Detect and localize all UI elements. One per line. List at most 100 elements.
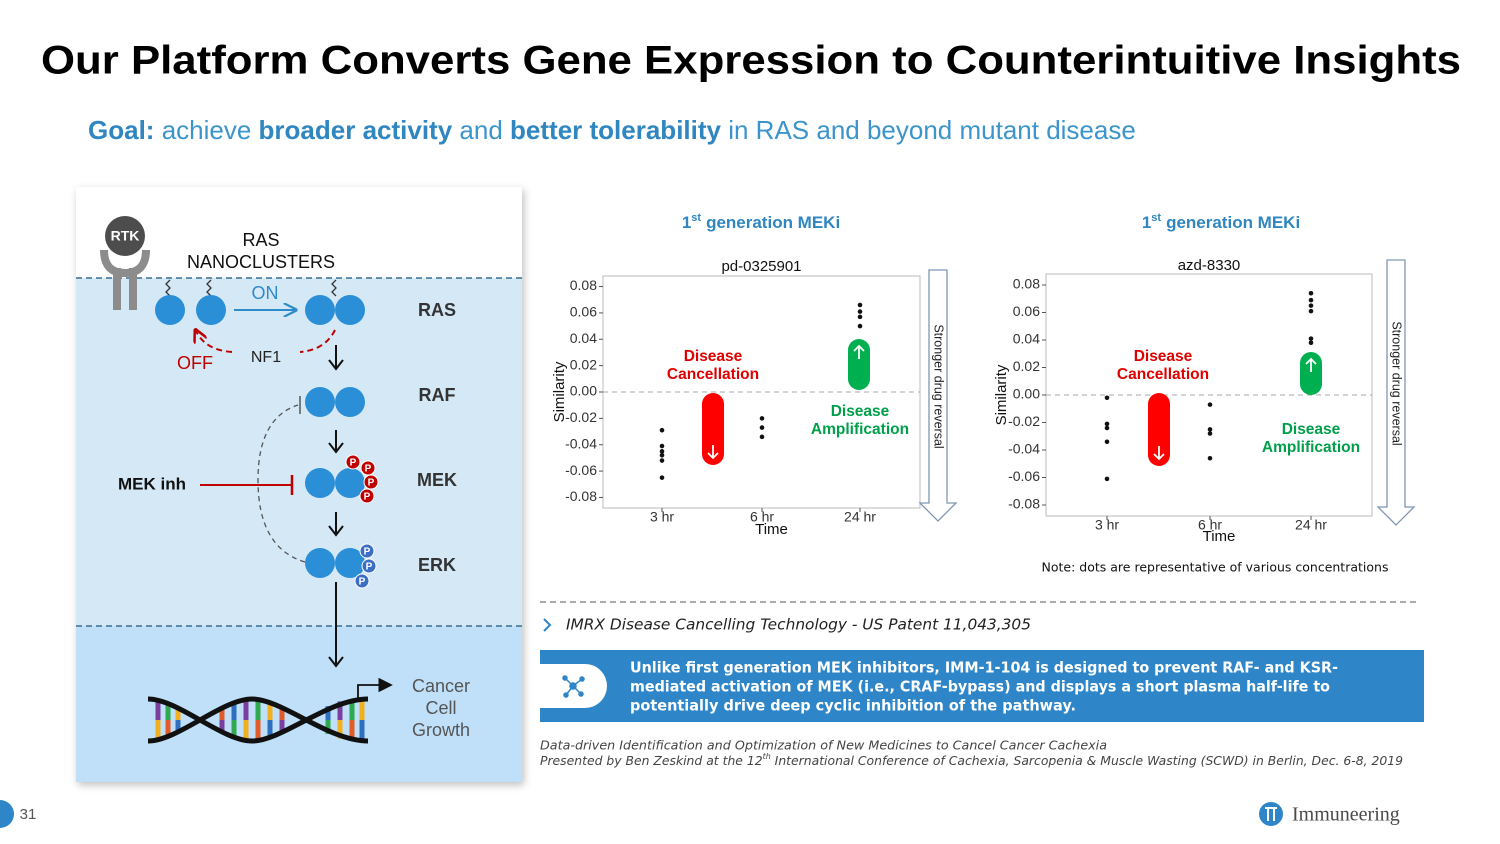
chart-title-sup: st — [1151, 212, 1161, 224]
phospho-label: P — [366, 562, 373, 573]
y-tick-label: -0.08 — [565, 488, 597, 504]
reversal-label: Stronger drug reversal — [932, 324, 946, 448]
level-label: RAS — [418, 300, 456, 320]
goal-text: and — [459, 115, 503, 145]
chart-title-sup: st — [691, 212, 701, 224]
chart-title-num: 1 — [1142, 213, 1151, 232]
y-tick-label: 0.06 — [1013, 303, 1040, 319]
callout-text: mediated activation of MEK (i.e., CRAF-b… — [630, 678, 1330, 696]
dot — [1104, 476, 1110, 482]
charts: 1st generation MEKipd-03259010.080.060.04… — [551, 212, 1416, 545]
dot — [759, 416, 765, 421]
amplification-pill — [848, 339, 870, 390]
dot — [857, 302, 863, 308]
dot — [759, 425, 765, 430]
y-tick-label: 0.08 — [1013, 276, 1040, 292]
x-axis-label: Time — [755, 521, 788, 538]
dot — [1207, 431, 1213, 436]
x-tick-label: 6 hr — [750, 509, 774, 525]
phospho-label: P — [350, 458, 357, 469]
citation-text: International Conference of Cachexia, Sa… — [771, 753, 1403, 768]
outcome-label: Growth — [412, 720, 470, 740]
dna-strand — [147, 696, 369, 744]
up-arrow — [1305, 357, 1317, 372]
dot — [1207, 427, 1213, 432]
cascade-arrows — [328, 345, 344, 668]
nucleus — [76, 626, 522, 782]
dot — [659, 475, 665, 480]
slide-title: Our Platform Converts Gene Expression to… — [41, 39, 1461, 83]
phospho-badge — [359, 488, 375, 504]
dot — [1308, 290, 1314, 296]
y-tick-label: 0.02 — [1013, 358, 1040, 374]
phospho-label: P — [364, 492, 371, 503]
phospho-label: P — [368, 478, 375, 489]
phospho-label: P — [359, 577, 366, 588]
page-number: 31 — [20, 806, 37, 823]
chart-title-text: generation MEKi — [706, 213, 840, 232]
nanocluster-label: RAS — [242, 230, 279, 250]
x-tick-label: 6 hr — [1198, 517, 1222, 533]
callout-icon — [562, 675, 585, 698]
chart-subtitle: azd-8330 — [1178, 257, 1241, 274]
y-tick-label: 0.00 — [1013, 386, 1040, 402]
receptor — [129, 268, 137, 310]
dot — [857, 309, 863, 314]
y-axis-label: Similarity — [993, 364, 1010, 425]
dot — [1308, 303, 1314, 308]
amplification-label: Amplification — [811, 421, 909, 438]
dot — [659, 443, 665, 449]
phospho-badge — [354, 573, 370, 589]
down-arrow — [707, 445, 719, 460]
citation-text: Presented by Ben Zeskind at the 12 — [540, 753, 763, 768]
up-arrow — [853, 344, 865, 359]
goal-text: in RAS and beyond mutant disease — [728, 115, 1136, 145]
cancellation-label: Disease — [1134, 348, 1193, 365]
reversal-arrow — [1376, 259, 1416, 526]
dot — [759, 434, 765, 440]
y-tick-label: 0.04 — [570, 330, 597, 346]
phospho-badge — [360, 460, 376, 476]
y-tick-label: 0.06 — [570, 304, 597, 320]
y-tick-label: -0.04 — [1008, 441, 1040, 457]
citation-sup: th — [763, 752, 771, 761]
phospho-label: P — [365, 464, 372, 475]
receptor — [113, 268, 121, 310]
nanocluster-label: NANOCLUSTERS — [187, 252, 335, 272]
patent: IMRX Disease Cancelling Technology - US … — [566, 616, 1031, 634]
y-tick-label: -0.06 — [565, 462, 597, 478]
phospho-label: P — [364, 547, 371, 558]
chevron — [543, 618, 552, 632]
callout-text: Unlike first generation MEK inhibitors, … — [630, 659, 1338, 677]
transcription-arrow — [357, 677, 393, 702]
amplification-label: Disease — [831, 403, 890, 420]
dot — [659, 458, 665, 463]
level-label: ERK — [418, 555, 456, 575]
on-label: ON — [252, 283, 279, 303]
y-tick-label: -0.08 — [1008, 496, 1040, 512]
y-tick-label: -0.06 — [1008, 468, 1040, 484]
dot — [1207, 402, 1213, 407]
callout-text: potentially drive deep cyclic inhibition… — [630, 697, 1076, 715]
protein-circles — [155, 295, 365, 578]
amplification-label: Amplification — [1262, 439, 1360, 456]
y-tick-label: -0.04 — [565, 435, 597, 451]
cancellation-label: Disease — [684, 348, 743, 365]
logo-mark — [1259, 802, 1283, 826]
down-arrow — [1153, 446, 1165, 461]
dna-strand — [147, 696, 369, 744]
reversal-label: Stronger drug reversal — [1390, 321, 1404, 445]
dot — [1104, 425, 1110, 431]
logo-text: Immuneering — [1292, 804, 1400, 826]
y-tick-label: 0.02 — [570, 356, 597, 372]
y-tick-label: -0.02 — [1008, 413, 1040, 429]
level-label: RAF — [419, 385, 456, 405]
off-label: OFF — [177, 353, 213, 373]
chart-subtitle: pd-0325901 — [721, 258, 801, 275]
rtk-node — [105, 216, 145, 256]
logo-glyph — [1265, 807, 1277, 821]
note: Note: dots are representative of various… — [1042, 560, 1389, 575]
